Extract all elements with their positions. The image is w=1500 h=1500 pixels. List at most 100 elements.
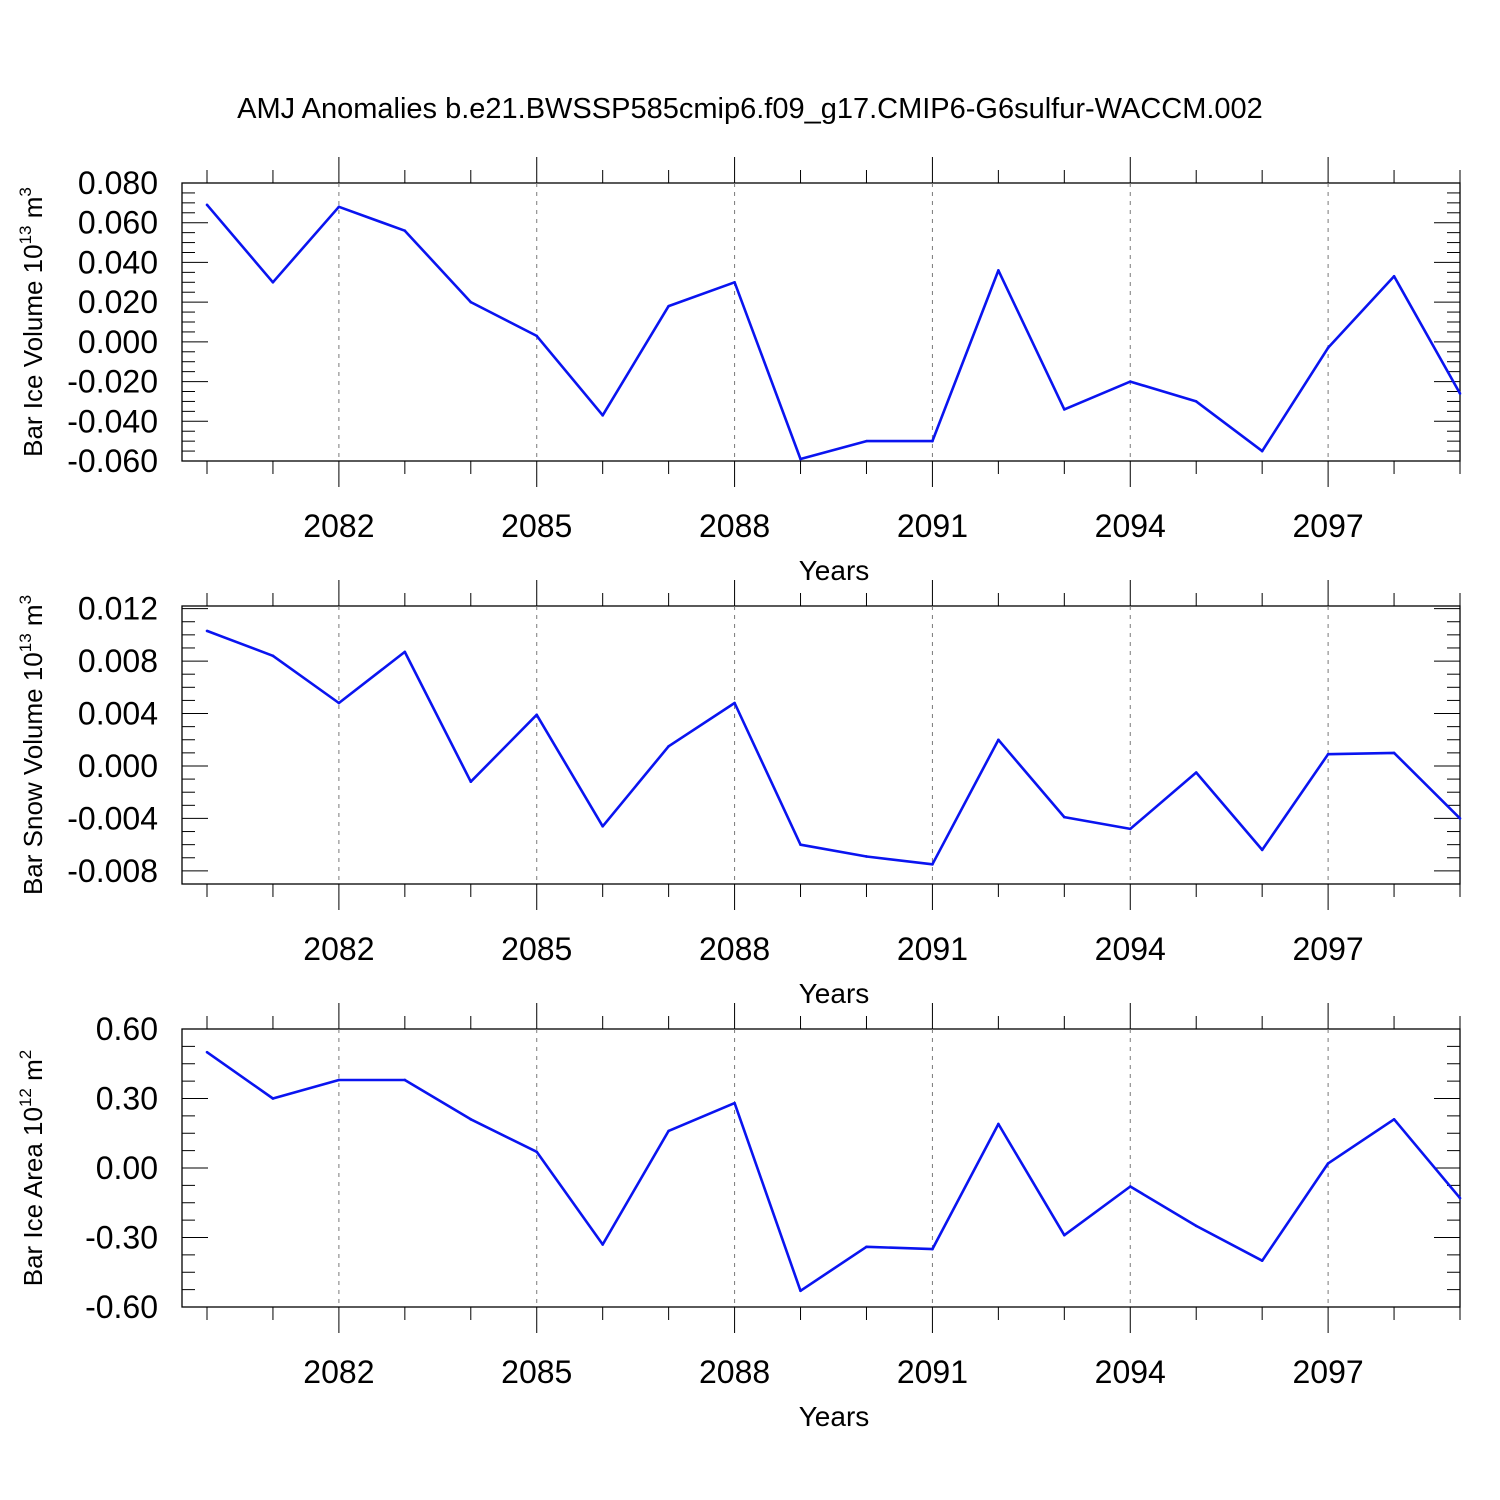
data-point [667, 304, 670, 308]
data-point [1194, 1224, 1198, 1228]
x-tick-label: 2088 [699, 931, 770, 967]
y-tick-label: -0.008 [67, 853, 158, 889]
data-point [1063, 408, 1066, 411]
series-line [206, 203, 1462, 461]
data-point [733, 1101, 736, 1105]
chart-panel-3: 2082 2085 2088 2091 2094 2097 Years -0.60 -0.30 0… [16, 1003, 1462, 1432]
data-point [799, 457, 802, 461]
data-point [601, 1243, 604, 1246]
chart-panel-1: 2082 2085 2088 2091 2094 2097 Years -0.060 -0.04… [16, 157, 1462, 586]
y-tick-label: 0.30 [96, 1081, 158, 1117]
x-axis-label: Years [799, 555, 870, 586]
y-tick-label: -0.060 [67, 443, 158, 479]
chart-panels: 2082 2085 2088 2091 2094 2097 Years -0.060 -0.04… [16, 157, 1462, 1432]
y-axis-label-text: Bar Snow Volume 10 [18, 652, 48, 895]
plot-frame [181, 605, 1461, 885]
data-point [865, 439, 868, 443]
data-point [535, 713, 539, 717]
x-tick-label: 2094 [1095, 508, 1166, 544]
y-axis-label-unit: m [18, 1059, 48, 1088]
y-tick-label: 0.000 [78, 324, 158, 360]
x-axis-label: Years [799, 1401, 870, 1432]
x-tick-label: 2088 [699, 508, 770, 544]
data-point [403, 1078, 407, 1082]
x-tick-label: 2091 [897, 1354, 968, 1390]
data-point [1392, 275, 1396, 278]
x-tick-label: 2097 [1293, 1354, 1364, 1390]
data-point [1063, 815, 1066, 819]
data-point [1128, 1185, 1132, 1188]
data-point [1326, 752, 1330, 756]
y-tick-label: 0.004 [78, 696, 158, 732]
data-point [1458, 1196, 1462, 1200]
data-point [403, 650, 407, 654]
data-point [997, 1122, 1000, 1126]
y-tick-label: 0.60 [96, 1011, 158, 1047]
y-tick-label: -0.60 [85, 1289, 158, 1325]
data-point [997, 738, 1000, 742]
x-tick-label: 2091 [897, 931, 968, 967]
data-point [403, 229, 407, 232]
plot-frame [181, 1028, 1461, 1308]
y-axis-label-text: Bar Ice Volume 10 [18, 244, 48, 456]
series-line [206, 1051, 1461, 1293]
y-axis-label-text: Bar Ice Area 10 [18, 1107, 48, 1286]
data-point [535, 1150, 539, 1154]
data-point [337, 1078, 341, 1082]
y-tick-label: 0.000 [78, 748, 158, 784]
data-point [1128, 380, 1132, 383]
x-tick-label: 2094 [1095, 931, 1166, 967]
x-tick-label: 2094 [1095, 1354, 1166, 1390]
y-tick-label: 0.060 [78, 205, 158, 241]
data-point [733, 701, 736, 705]
y-axis-label-unit: m [18, 197, 48, 226]
plot-frame [181, 182, 1461, 462]
x-tick-label: 2082 [303, 931, 374, 967]
data-point [205, 629, 209, 633]
data-point [535, 334, 539, 338]
data-point [1392, 1118, 1396, 1121]
data-point [271, 654, 275, 658]
data-point [1260, 848, 1264, 852]
data-point [205, 1050, 209, 1054]
data-point [799, 843, 802, 846]
y-tick-label: 0.00 [96, 1150, 158, 1186]
data-point [1458, 392, 1462, 395]
y-tick-label: -0.040 [67, 403, 158, 439]
x-tick-label: 2088 [699, 1354, 770, 1390]
data-point [469, 300, 473, 304]
y-axis-label-exponent: 13 [16, 225, 35, 244]
data-point [601, 414, 604, 417]
figure-title: AMJ Anomalies b.e21.BWSSP585cmip6.f09_g1… [237, 93, 1263, 125]
y-axis-label-unit: m [18, 604, 48, 633]
chart-panel-2: 2082 2085 2088 2091 2094 2097 Years -0.008 -0.00… [16, 580, 1462, 1009]
y-axis-label: Bar Ice Volume 1013 m3 [16, 187, 48, 457]
y-tick-label: 0.012 [78, 591, 158, 627]
data-point [1260, 449, 1264, 453]
data-point [271, 1097, 275, 1100]
data-point [1194, 771, 1198, 774]
y-axis-label-exponent: 13 [16, 633, 35, 652]
series-line [206, 629, 1461, 866]
data-point [1194, 400, 1198, 403]
data-point [469, 1118, 473, 1121]
data-point [931, 439, 934, 443]
data-point [865, 855, 868, 858]
data-point [337, 205, 341, 209]
data-point [799, 1289, 802, 1293]
data-point [1392, 751, 1396, 755]
y-axis-label-unit-exponent: 3 [16, 595, 35, 604]
data-point [667, 1129, 670, 1133]
data-point [865, 1245, 868, 1249]
data-point [1326, 346, 1330, 350]
x-tick-label: 2082 [303, 1354, 374, 1390]
data-point [931, 863, 934, 866]
x-tick-label: 2085 [501, 1354, 572, 1390]
y-axis-label: Bar Snow Volume 1013 m3 [16, 595, 48, 895]
y-axis-label: Bar Ice Area 1012 m2 [16, 1050, 48, 1287]
data-point [997, 269, 1000, 272]
data-point [1326, 1162, 1330, 1165]
y-tick-label: 0.020 [78, 284, 158, 320]
data-point [667, 745, 670, 748]
